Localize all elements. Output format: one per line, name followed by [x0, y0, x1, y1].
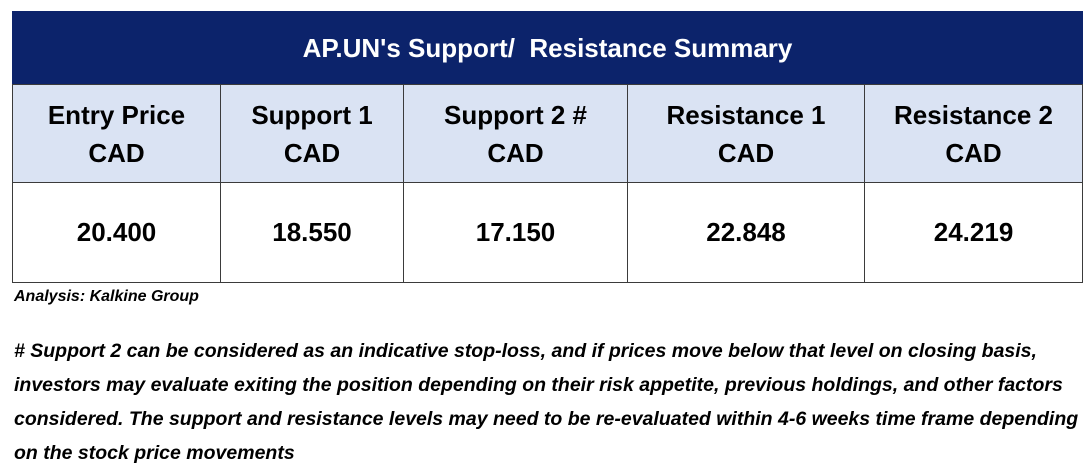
header-entry-price-currency: CAD — [88, 137, 145, 168]
header-resistance-2-label: Resistance 2 — [894, 99, 1054, 130]
header-entry-price: Entry Price CAD — [12, 84, 221, 183]
header-resistance-1-currency: CAD — [717, 137, 775, 168]
header-resistance-2: Resistance 2 CAD — [863, 84, 1084, 183]
header-resistance-1: Resistance 1 CAD — [627, 84, 865, 183]
header-support-2: Support 2 # CAD — [403, 84, 628, 183]
stop-loss-footnote: # Support 2 can be considered as an indi… — [14, 340, 1079, 464]
table-header-row: Entry Price CAD Support 1 CAD Support 2 … — [12, 84, 1084, 183]
table-title-row: AP.UN's Support/ Resistance Summary — [11, 11, 1084, 85]
header-resistance-2-currency: CAD — [945, 137, 1002, 168]
support-resistance-table: AP.UN's Support/ Resistance Summary Entr… — [11, 11, 1084, 283]
header-support-1: Support 1 CAD — [220, 84, 404, 183]
value-resistance-1: 22.848 — [627, 182, 865, 283]
header-entry-price-label: Entry Price — [47, 99, 186, 130]
header-support-2-currency: CAD — [487, 137, 544, 168]
table-title: AP.UN's Support/ Resistance Summary — [11, 11, 1084, 85]
value-support-2: 17.150 — [403, 182, 628, 283]
header-support-1-currency: CAD — [283, 137, 341, 168]
value-entry-price: 20.400 — [12, 182, 221, 283]
table-value-row: 20.400 18.550 17.150 22.848 24.219 — [12, 182, 1084, 283]
value-support-1: 18.550 — [220, 182, 404, 283]
header-resistance-1-label: Resistance 1 — [666, 99, 826, 130]
header-support-1-label: Support 1 — [251, 99, 373, 130]
analysis-source-note: Analysis: Kalkine Group — [14, 288, 199, 305]
header-support-2-label: Support 2 # — [443, 99, 587, 130]
value-resistance-2: 24.219 — [863, 182, 1084, 283]
